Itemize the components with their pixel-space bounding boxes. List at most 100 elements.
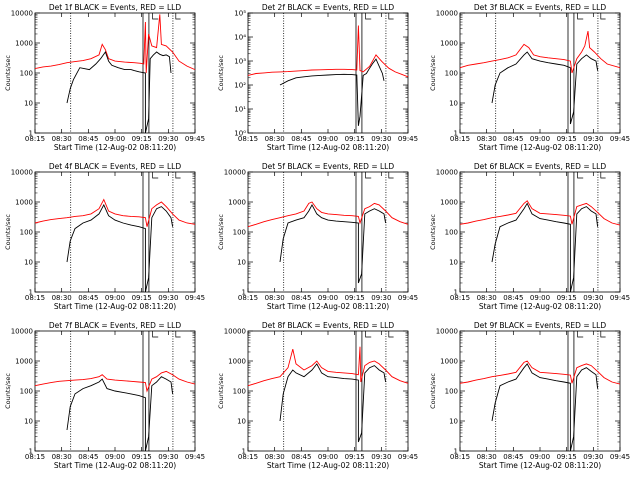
segment-flag-b bbox=[175, 13, 181, 20]
x-tick-label: 08:45 bbox=[503, 294, 523, 302]
x-tick-label: 09:00 bbox=[105, 294, 125, 302]
x-tick-label: 08:15 bbox=[238, 135, 258, 143]
x-tick-label: 09:30 bbox=[158, 294, 178, 302]
y-tick-label: 10³ bbox=[234, 58, 246, 66]
segment-flag-b bbox=[388, 331, 394, 338]
y-tick-label: 1 bbox=[454, 448, 458, 456]
chart-title: Det 2f BLACK = Events, RED = LLD bbox=[262, 3, 395, 12]
y-tick-label: 1 bbox=[29, 289, 33, 297]
x-tick-label: 09:30 bbox=[583, 135, 603, 143]
y-tick-label: 100 bbox=[445, 70, 458, 78]
segment-flag-a bbox=[152, 172, 159, 179]
y-tick-label: 10¹ bbox=[234, 106, 246, 114]
series-lld-line bbox=[34, 198, 196, 227]
y-tick-label: 10000 bbox=[11, 169, 33, 177]
chart-title: Det 8f BLACK = Events, RED = LLD bbox=[262, 321, 395, 330]
chart-title: Det 7f BLACK = Events, RED = LLD bbox=[49, 321, 182, 330]
x-tick-label: 08:45 bbox=[503, 453, 523, 461]
x-tick-label: 08:30 bbox=[52, 135, 72, 143]
x-tick-label: 08:45 bbox=[291, 453, 311, 461]
y-tick-label: 10 bbox=[449, 100, 458, 108]
x-tick-label: 09:00 bbox=[105, 453, 125, 461]
y-axis-label: Counts/sec bbox=[429, 55, 437, 91]
y-tick-label: 1000 bbox=[440, 199, 458, 207]
x-tick-label: 09:30 bbox=[371, 135, 391, 143]
y-tick-label: 10 bbox=[449, 418, 458, 426]
x-tick-label: 08:45 bbox=[78, 294, 98, 302]
chart-title: Det 6f BLACK = Events, RED = LLD bbox=[474, 162, 607, 171]
series-events-line bbox=[66, 203, 174, 293]
y-tick-label: 1000 bbox=[15, 199, 33, 207]
y-axis-label: Counts/sec bbox=[217, 373, 225, 409]
y-tick-label: 100 bbox=[20, 388, 33, 396]
series-events-line bbox=[491, 51, 599, 125]
x-tick-label: 09:45 bbox=[185, 294, 205, 302]
x-tick-label: 09:00 bbox=[530, 135, 550, 143]
series-events-line bbox=[66, 51, 172, 134]
series-lld-line bbox=[459, 360, 621, 385]
x-tick-label: 09:45 bbox=[610, 294, 630, 302]
series-events-line bbox=[66, 376, 174, 452]
panel-det-7: Det 7f BLACK = Events, RED = LLD Counts/s… bbox=[4, 321, 205, 470]
y-tick-label: 10000 bbox=[436, 10, 458, 18]
segment-flag-a bbox=[365, 172, 372, 179]
panel-det-1: Det 1f BLACK = Events, RED = LLD Counts/s… bbox=[4, 3, 205, 152]
x-axis-label: Start Time (12-Aug-02 08:11:20) bbox=[479, 302, 601, 311]
series-events-line bbox=[491, 363, 599, 452]
series-lld-line bbox=[247, 201, 409, 228]
y-tick-label: 10 bbox=[24, 418, 33, 426]
series-lld-line bbox=[247, 346, 409, 387]
x-tick-label: 08:15 bbox=[450, 135, 470, 143]
x-tick-label: 09:45 bbox=[398, 294, 418, 302]
x-axis-label: Start Time (12-Aug-02 08:11:20) bbox=[267, 302, 389, 311]
y-tick-label: 10 bbox=[237, 259, 246, 267]
y-tick-label: 100 bbox=[445, 388, 458, 396]
segment-flag-b bbox=[175, 172, 181, 179]
y-tick-label: 1 bbox=[454, 289, 458, 297]
series-lld-line bbox=[34, 370, 196, 393]
y-axis-label: Counts/sec bbox=[217, 55, 225, 91]
x-tick-label: 08:15 bbox=[450, 294, 470, 302]
y-axis-label: Counts/sec bbox=[429, 373, 437, 409]
x-tick-label: 09:45 bbox=[610, 135, 630, 143]
series-lld-line bbox=[459, 31, 621, 74]
x-tick-label: 09:30 bbox=[583, 453, 603, 461]
x-tick-label: 08:15 bbox=[25, 453, 45, 461]
y-tick-label: 100 bbox=[20, 70, 33, 78]
panel-det-3: Det 3f BLACK = Events, RED = LLD Counts/s… bbox=[429, 3, 630, 152]
y-tick-label: 100 bbox=[20, 229, 33, 237]
series-lld-line bbox=[459, 200, 621, 226]
panels-container: Det 1f BLACK = Events, RED = LLD Counts/s… bbox=[4, 3, 630, 470]
y-tick-label: 10000 bbox=[11, 10, 33, 18]
y-tick-label: 1000 bbox=[15, 358, 33, 366]
y-tick-label: 10⁰ bbox=[234, 130, 246, 138]
x-tick-label: 08:15 bbox=[238, 453, 258, 461]
segment-flag-b bbox=[600, 13, 606, 20]
x-tick-label: 09:00 bbox=[318, 135, 338, 143]
x-tick-label: 08:30 bbox=[52, 294, 72, 302]
x-tick-label: 09:00 bbox=[318, 294, 338, 302]
x-tick-label: 09:45 bbox=[610, 453, 630, 461]
segment-flag-b bbox=[388, 172, 394, 179]
series-events-line bbox=[491, 202, 599, 293]
segment-flag-a bbox=[365, 13, 372, 20]
chart-title: Det 3f BLACK = Events, RED = LLD bbox=[474, 3, 607, 12]
x-tick-label: 08:45 bbox=[503, 135, 523, 143]
y-axis-label: Counts/sec bbox=[4, 214, 12, 250]
segment-flag-a bbox=[365, 331, 372, 338]
segment-flag-a bbox=[152, 331, 159, 338]
y-tick-label: 10 bbox=[24, 100, 33, 108]
y-tick-label: 100 bbox=[233, 229, 246, 237]
x-tick-label: 08:30 bbox=[477, 453, 497, 461]
x-tick-label: 08:30 bbox=[477, 135, 497, 143]
panel-det-9: Det 9f BLACK = Events, RED = LLD Counts/s… bbox=[429, 321, 630, 470]
panel-det-6: Det 6f BLACK = Events, RED = LLD Counts/s… bbox=[429, 162, 630, 311]
x-tick-label: 09:15 bbox=[345, 453, 365, 461]
y-tick-label: 10000 bbox=[224, 328, 246, 336]
segment-flag-b bbox=[388, 13, 394, 20]
x-tick-label: 08:15 bbox=[25, 135, 45, 143]
x-tick-label: 09:15 bbox=[557, 135, 577, 143]
y-tick-label: 1 bbox=[29, 130, 33, 138]
segment-flag-a bbox=[577, 172, 584, 179]
